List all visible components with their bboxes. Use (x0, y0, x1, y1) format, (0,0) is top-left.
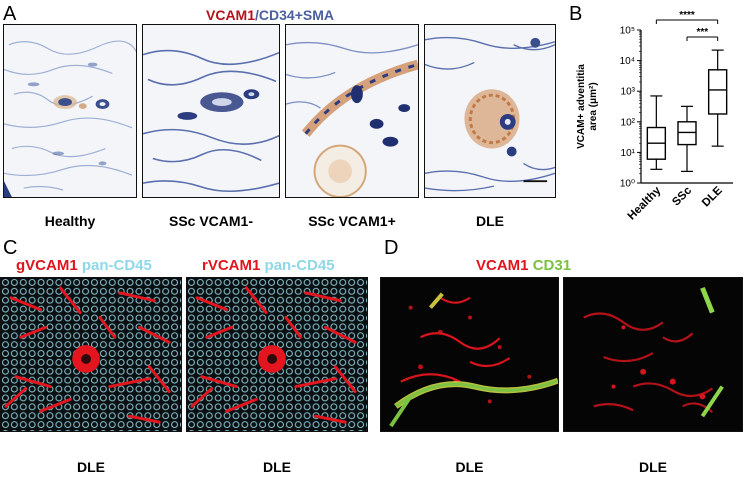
micrograph-dle (424, 24, 556, 198)
panel-a-letter: A (3, 3, 17, 25)
caption-dle-c-right: DLE (263, 459, 291, 475)
panel-c-left-stain-title: gVCAM1 pan-CD45 (16, 257, 152, 274)
vcam1-label: VCAM1 (206, 7, 256, 23)
boxplot-chart: 10⁰ 10¹ 10² 10³ 10⁴ 10⁵ VCAM+ adventitia area (… (576, 10, 733, 222)
x-tick-label: Healthy (626, 184, 664, 222)
micrograph-c-rvcam1 (186, 277, 368, 432)
micrograph-healthy (3, 24, 137, 198)
micrograph-d-left (380, 277, 559, 432)
significance-label: *** (696, 27, 708, 38)
x-tick-label: DLE (700, 184, 725, 209)
micrograph-d-right (563, 277, 743, 432)
caption-healthy: Healthy (44, 213, 96, 229)
micrograph-c-gvcam1 (0, 277, 182, 432)
y-tick-label: 10² (621, 117, 636, 128)
y-tick-label: 10⁰ (620, 179, 635, 190)
panel-d-letter: D (384, 237, 399, 259)
caption-dle-c-left: DLE (77, 459, 105, 475)
y-tick-label: 10⁵ (620, 26, 635, 37)
y-axis-label-line1: VCAM+ adventitia (576, 64, 587, 149)
caption-dle-d-left: DLE (455, 459, 484, 475)
panel-b-letter: B (569, 3, 583, 25)
caption-ssc-vcam1-positive: SSc VCAM1+ (308, 213, 396, 229)
x-tick-label: SSc (670, 184, 694, 208)
cd34-sma-label: CD34+SMA (258, 7, 334, 23)
micrograph-ssc-vcam1-negative (142, 24, 280, 198)
title-separator: / (255, 7, 259, 23)
d-vcam1-label: VCAM1 (476, 257, 529, 274)
y-tick-label: 10⁴ (620, 56, 635, 67)
cd31-label: CD31 (532, 257, 572, 274)
panel-c-letter: C (3, 237, 18, 259)
rvcam1-label: rVCAM1 (202, 257, 261, 274)
y-tick-label: 10³ (621, 87, 636, 98)
caption-ssc-vcam1-negative: SSc VCAM1- (168, 213, 254, 229)
micrograph-ssc-vcam1-positive (285, 24, 419, 198)
pan-cd45-label-left: pan-CD45 (81, 257, 152, 274)
box-ssc (677, 121, 697, 146)
significance-label: **** (679, 10, 695, 21)
gvcam1-label: gVCAM1 (16, 257, 78, 274)
caption-dle-d-right: DLE (639, 459, 667, 475)
pan-cd45-label-right: pan-CD45 (264, 257, 335, 274)
box-dle (707, 69, 728, 115)
caption-dle-a: DLE (476, 213, 504, 229)
y-axis-label-line2: area (μm²) (588, 82, 599, 130)
panel-d-stain-title: VCAM1 CD31 (476, 257, 571, 274)
panel-a-stain-title: VCAM1/CD34+SMA (0, 7, 540, 23)
panel-c-right-stain-title: rVCAM1 pan-CD45 (202, 257, 335, 274)
y-tick-label: 10¹ (621, 148, 636, 159)
